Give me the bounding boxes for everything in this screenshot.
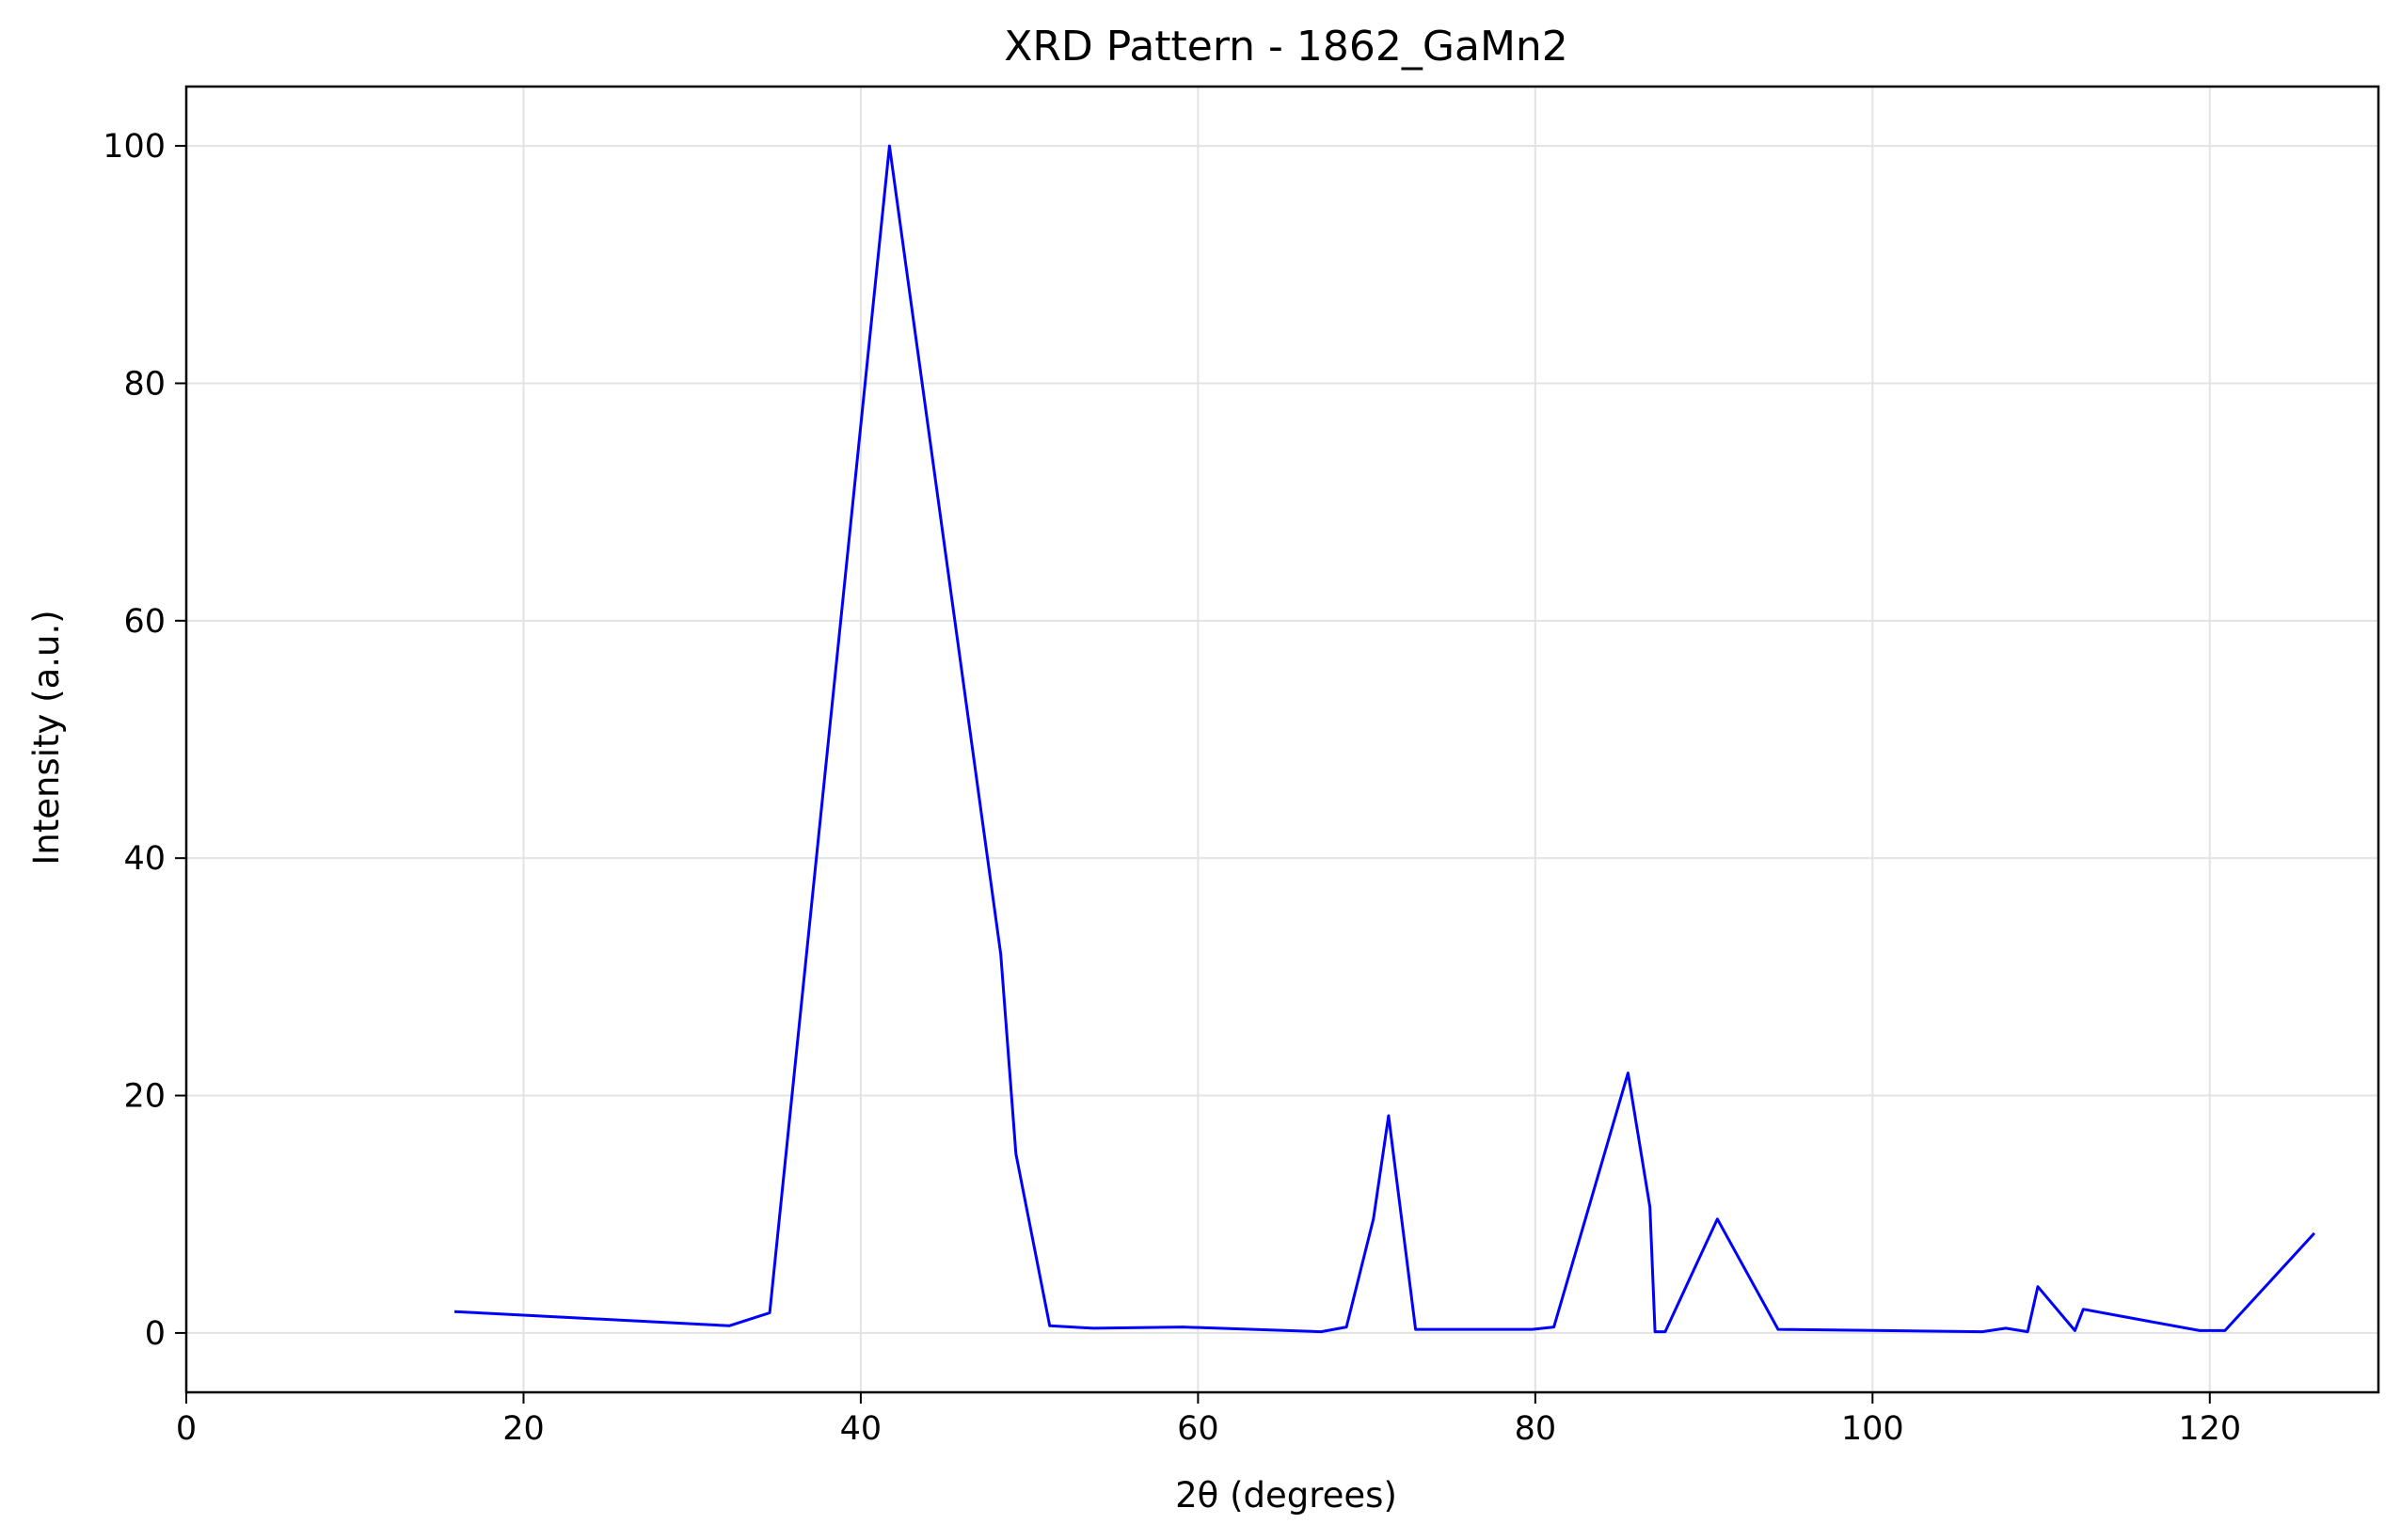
x-tick-label: 120 (2178, 1410, 2241, 1448)
y-tick-label: 60 (123, 603, 166, 641)
y-axis-label: Intensity (a.u.) (26, 610, 67, 865)
x-tick-label: 20 (502, 1410, 545, 1448)
xrd-pattern-line (453, 144, 2316, 1334)
y-tick-label: 100 (103, 128, 166, 166)
x-tick-label: 100 (1841, 1410, 1904, 1448)
tick-layer: 0 20 40 60 80 100 120 0 20 40 60 80 100 (103, 128, 2241, 1448)
x-axis-label: 2θ (degrees) (1175, 1475, 1397, 1516)
y-tick-label: 20 (123, 1078, 166, 1116)
x-tick-label: 0 (176, 1410, 197, 1448)
y-tick-label: 0 (145, 1315, 166, 1353)
y-tick-label: 40 (123, 840, 166, 878)
plot-frame (184, 85, 2380, 1394)
x-tick-label: 60 (1177, 1410, 1219, 1448)
x-tick-label: 80 (1515, 1410, 1557, 1448)
chart-title: XRD Pattern - 1862_GaMn2 (1004, 23, 1568, 71)
y-tick-label: 80 (123, 365, 166, 403)
x-tick-label: 40 (840, 1410, 882, 1448)
grid-layer (185, 87, 2378, 1392)
series-layer (453, 144, 2316, 1334)
